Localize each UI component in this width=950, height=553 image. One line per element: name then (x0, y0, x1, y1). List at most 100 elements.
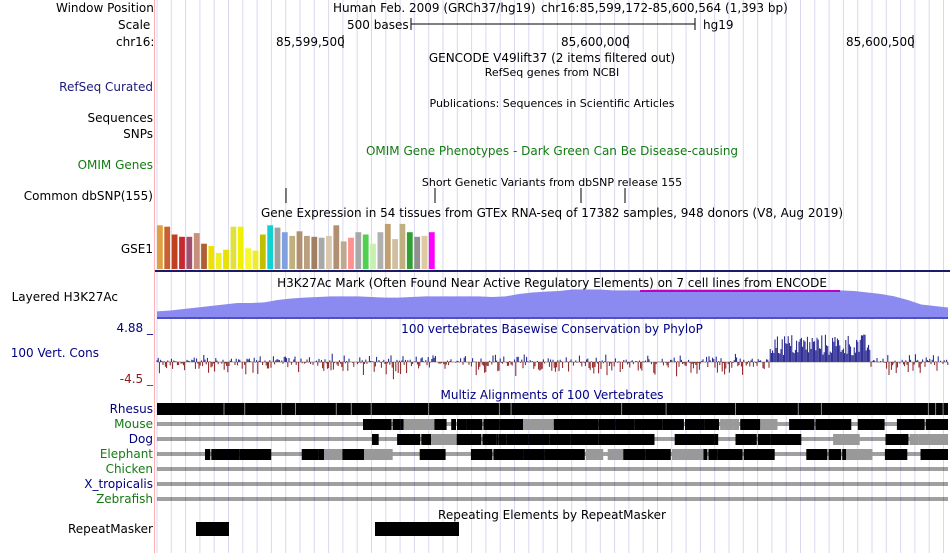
gtex-bar (311, 236, 318, 269)
alignment-block (615, 419, 635, 430)
alignment-block (342, 449, 364, 460)
alignment-mismatch (350, 403, 352, 415)
dbsnp-title[interactable]: Short Genetic Variants from dbSNP releas… (421, 176, 683, 189)
publications-title[interactable]: Publications: Sequences in Scientific Ar… (429, 97, 675, 110)
species-label-zebrafish[interactable]: Zebrafish (96, 492, 153, 506)
gtex-label[interactable]: GSE1 (120, 242, 153, 256)
repeat-label[interactable]: RepeatMasker (67, 522, 153, 536)
alignment-block (623, 449, 646, 460)
alignment-block (724, 419, 734, 430)
db-text: hg19 (703, 18, 734, 32)
alignment-block (674, 434, 692, 445)
gtex-bar (355, 232, 362, 269)
alignment-block (570, 434, 599, 445)
alignment-block (403, 419, 407, 430)
alignment-block (743, 449, 775, 460)
gencode-title[interactable]: GENCODE V49lift37 (2 items filtered out) (428, 51, 676, 65)
alignment-mismatch (370, 403, 372, 415)
alignment-block (645, 449, 671, 460)
alignment-block (634, 419, 663, 430)
gtex-bar (230, 226, 237, 269)
alignment-block (301, 449, 319, 460)
phylop-label[interactable]: 100 Vert. Cons (10, 346, 99, 360)
alignment-block (499, 419, 523, 430)
gtex-bar (171, 234, 178, 269)
species-label-rhesus[interactable]: Rhesus (109, 402, 153, 416)
alignment-block (553, 419, 577, 430)
alignment-mismatch (797, 403, 799, 415)
alignment-block (857, 419, 885, 430)
alignment-block (789, 419, 815, 430)
gtex-bar (421, 235, 428, 269)
alignment-mismatch (927, 403, 929, 415)
h3k27ac-title[interactable]: H3K27Ac Mark (Often Found Near Active Re… (277, 276, 827, 290)
alignment-block (896, 419, 925, 430)
gtex-bar (223, 249, 229, 269)
alignment-block (363, 419, 392, 430)
alignment-block (493, 449, 524, 460)
assembly-text: Human Feb. 2009 (GRCh37/hg19) (333, 1, 536, 15)
gtex-bar (333, 225, 340, 269)
gtex-bar (274, 227, 281, 269)
gtex-bar (304, 235, 310, 269)
alignment-block (822, 419, 835, 430)
species-label-chicken[interactable]: Chicken (105, 462, 153, 476)
gtex-bar (362, 234, 369, 269)
alignment-block (528, 434, 550, 445)
gtex-bar (348, 237, 354, 269)
gtex-bar (399, 223, 406, 269)
gtex-bar (428, 232, 435, 269)
alignment-block (735, 434, 757, 445)
alignment-block (833, 434, 860, 445)
refseq-title[interactable]: RefSeq genes from NCBI (484, 66, 620, 79)
alignment-block (598, 419, 616, 430)
species-label-elephant[interactable]: Elephant (99, 447, 153, 461)
alignment-block (630, 434, 655, 445)
gtex-bar (392, 239, 398, 269)
alignment-block (585, 449, 604, 460)
ruler-tick-1: 85,599,500 (276, 35, 345, 49)
sequences-label[interactable]: Sequences (87, 111, 153, 125)
gtex-bar (296, 231, 303, 269)
species-label-x-tropicalis[interactable]: X_tropicalis (84, 477, 153, 491)
gtex-bar (414, 236, 421, 269)
gtex-bar (215, 252, 222, 269)
alignment-block (434, 419, 447, 430)
alignment-mismatch (498, 403, 500, 415)
omim-title[interactable]: OMIM Gene Phenotypes - Dark Green Can Be… (365, 144, 739, 158)
alignment-mismatch (665, 403, 667, 415)
alignment-block (466, 419, 483, 430)
dbsnp-label[interactable]: Common dbSNP(155) (23, 189, 153, 203)
gtex-bar (370, 243, 376, 269)
gtex-title[interactable]: Gene Expression in 54 tissues from GTEx … (260, 206, 844, 220)
alignment-block (714, 434, 719, 445)
alignment-block (421, 434, 432, 445)
alignment-block (400, 419, 404, 430)
species-label-mouse[interactable]: Mouse (114, 417, 153, 431)
phylop-title[interactable]: 100 vertebrates Basewise Conservation by… (401, 322, 703, 336)
multiz-title[interactable]: Multiz Alignments of 100 Vertebrates (440, 388, 664, 402)
alignment-block (740, 419, 761, 430)
scale-text: 500 bases (347, 18, 409, 32)
alignment-block (407, 419, 435, 430)
species-label-dog[interactable]: Dog (128, 432, 153, 446)
alignment-block (324, 449, 343, 460)
h3k27ac-label[interactable]: Layered H3K27Ac (11, 290, 118, 304)
gtex-bar (252, 250, 259, 269)
alignment-block (523, 449, 545, 460)
gtex-bar (281, 232, 288, 269)
alignment-block (806, 449, 828, 460)
snps-label[interactable]: SNPs (123, 127, 153, 141)
repeat-title[interactable]: Repeating Elements by RepeatMasker (438, 508, 666, 522)
alignment-block (704, 419, 720, 430)
window-position-label: Window Position (56, 1, 154, 15)
alignment-block (703, 449, 708, 460)
omim-label[interactable]: OMIM Genes (77, 158, 153, 172)
alignment-block (498, 434, 507, 445)
position-text[interactable]: chr16:85,599,172-85,600,564 (1,393 bp) (541, 1, 788, 15)
refseq-label[interactable]: RefSeq Curated (59, 80, 153, 94)
alignment-block (397, 434, 421, 445)
repeat-element (375, 522, 459, 536)
